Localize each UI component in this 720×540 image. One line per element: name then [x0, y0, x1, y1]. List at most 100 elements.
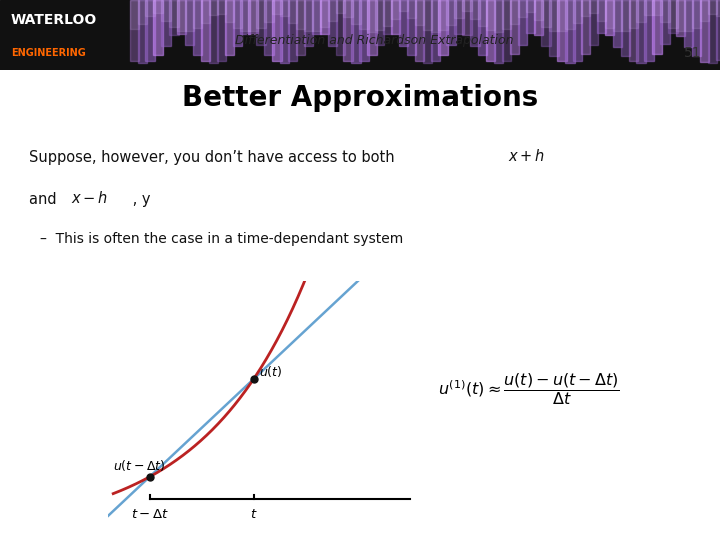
- Text: 51: 51: [685, 46, 702, 60]
- Bar: [644, 0, 654, 15]
- Bar: [636, 0, 646, 63]
- Bar: [708, 0, 717, 14]
- Bar: [288, 0, 297, 61]
- Bar: [280, 0, 289, 16]
- Bar: [565, 0, 575, 29]
- Text: and: and: [29, 192, 61, 207]
- Bar: [454, 0, 464, 18]
- Bar: [161, 0, 171, 46]
- Bar: [629, 0, 638, 62]
- Bar: [534, 0, 543, 35]
- Text: $t-\Delta t$: $t-\Delta t$: [130, 509, 168, 522]
- Bar: [644, 0, 654, 60]
- Bar: [597, 0, 606, 33]
- Bar: [177, 0, 186, 31]
- Bar: [549, 0, 559, 56]
- Bar: [177, 0, 186, 33]
- Bar: [438, 0, 448, 30]
- Bar: [296, 0, 305, 55]
- Bar: [692, 0, 701, 28]
- Bar: [209, 0, 218, 15]
- Bar: [288, 0, 297, 23]
- Bar: [557, 0, 567, 31]
- Bar: [652, 0, 662, 54]
- Bar: [581, 0, 590, 54]
- Bar: [304, 0, 313, 46]
- Bar: [541, 0, 551, 27]
- Bar: [248, 0, 258, 34]
- Bar: [272, 0, 282, 14]
- Bar: [573, 0, 582, 23]
- Bar: [391, 0, 400, 19]
- Bar: [613, 0, 622, 46]
- Bar: [605, 0, 614, 35]
- Bar: [359, 0, 369, 61]
- Bar: [225, 0, 234, 22]
- Bar: [621, 0, 630, 31]
- Bar: [351, 0, 361, 63]
- Bar: [431, 0, 440, 31]
- Bar: [153, 0, 163, 56]
- Bar: [359, 0, 369, 29]
- Bar: [676, 0, 685, 31]
- Bar: [700, 0, 709, 62]
- Bar: [312, 0, 321, 31]
- Bar: [138, 0, 147, 63]
- Bar: [233, 0, 242, 46]
- Bar: [328, 0, 337, 21]
- Bar: [320, 0, 329, 27]
- Bar: [248, 0, 258, 31]
- Bar: [375, 0, 384, 30]
- Bar: [217, 0, 226, 15]
- Bar: [605, 0, 614, 28]
- Bar: [351, 0, 361, 24]
- Bar: [130, 0, 139, 61]
- Bar: [240, 0, 250, 35]
- Bar: [407, 0, 416, 55]
- Bar: [629, 0, 638, 28]
- Bar: [660, 0, 670, 44]
- Bar: [613, 0, 622, 31]
- Bar: [454, 0, 464, 33]
- Bar: [256, 0, 266, 28]
- Bar: [138, 0, 147, 24]
- Bar: [130, 0, 139, 29]
- Bar: [367, 0, 377, 31]
- Bar: [145, 0, 155, 62]
- Bar: [193, 0, 202, 55]
- Bar: [383, 0, 392, 34]
- Bar: [391, 0, 400, 35]
- Bar: [399, 0, 408, 11]
- Bar: [383, 0, 392, 26]
- Bar: [494, 0, 503, 31]
- Text: Suppose, however, you don’t have access to both: Suppose, however, you don’t have access …: [29, 150, 399, 165]
- Bar: [470, 0, 480, 46]
- Bar: [589, 0, 598, 45]
- Bar: [676, 0, 685, 36]
- Bar: [534, 0, 543, 20]
- Bar: [423, 0, 432, 63]
- Bar: [716, 0, 720, 60]
- Bar: [581, 0, 590, 16]
- Bar: [256, 0, 266, 45]
- Text: $t$: $t$: [250, 509, 258, 522]
- Bar: [526, 0, 535, 12]
- Bar: [478, 0, 487, 26]
- Text: $x+h$: $x+h$: [508, 148, 545, 164]
- Bar: [462, 0, 472, 35]
- Bar: [510, 0, 519, 55]
- Text: WATERLOO: WATERLOO: [11, 12, 97, 26]
- Bar: [169, 0, 179, 28]
- Bar: [660, 0, 670, 22]
- Bar: [502, 0, 511, 30]
- Bar: [415, 0, 424, 61]
- Bar: [597, 0, 606, 21]
- Bar: [423, 0, 432, 30]
- Bar: [312, 0, 321, 34]
- Bar: [233, 0, 242, 28]
- Bar: [193, 0, 202, 29]
- Bar: [518, 0, 527, 45]
- Bar: [636, 0, 646, 23]
- Bar: [343, 0, 353, 17]
- Bar: [478, 0, 487, 56]
